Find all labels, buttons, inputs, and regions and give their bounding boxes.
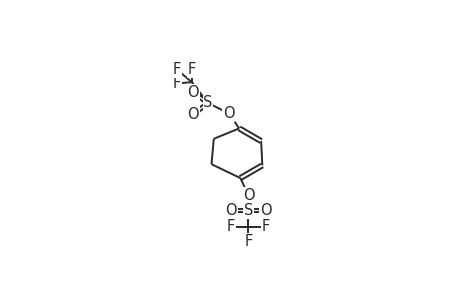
Text: O: O	[242, 188, 254, 203]
Text: F: F	[172, 62, 180, 77]
Text: O: O	[225, 203, 236, 218]
Text: F: F	[172, 76, 180, 91]
Text: O: O	[259, 203, 271, 218]
Text: S: S	[203, 95, 212, 110]
Text: F: F	[187, 62, 196, 77]
Text: F: F	[261, 219, 269, 234]
Text: F: F	[244, 234, 252, 249]
Text: O: O	[223, 106, 234, 121]
Text: S: S	[243, 203, 252, 218]
Text: F: F	[226, 219, 235, 234]
Text: O: O	[187, 107, 198, 122]
Text: O: O	[187, 85, 198, 100]
